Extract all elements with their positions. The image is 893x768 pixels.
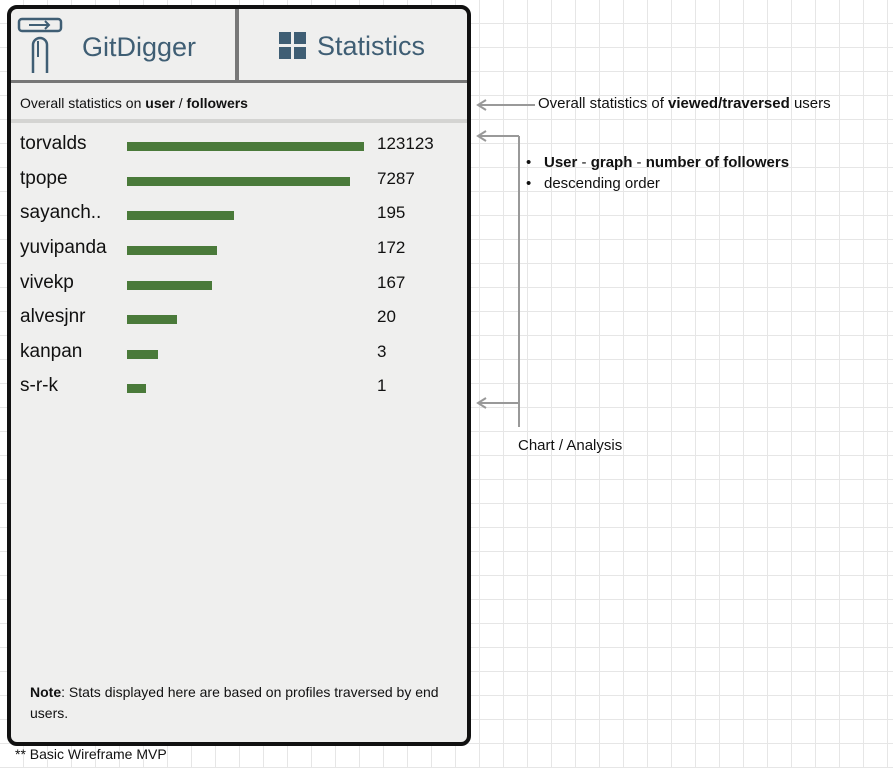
annotation-overall-prefix: Overall statistics of <box>538 95 669 112</box>
arrow-head-icon <box>476 99 487 111</box>
subtitle-prefix: Overall statistics on <box>20 95 146 111</box>
bullet-sep: - <box>632 154 646 171</box>
chart-row: s-r-k 1 <box>11 375 467 401</box>
arrow-head-icon <box>476 397 487 409</box>
logo-area[interactable]: GitDigger <box>11 9 235 80</box>
chart-bar <box>127 211 234 220</box>
footer-caption: ** Basic Wireframe MVP <box>15 746 167 762</box>
tab-statistics-label: Statistics <box>317 31 426 61</box>
bullet-followers: number of followers <box>645 154 790 171</box>
chart-bar <box>127 177 350 186</box>
subtitle-user: user <box>145 95 175 111</box>
chart-category-label: yuvipanda <box>20 237 107 258</box>
grid-icon <box>279 32 307 60</box>
app-header: GitDigger Statistics <box>11 9 467 80</box>
tab-statistics[interactable]: Statistics <box>239 9 467 80</box>
chart-category-label: kanpan <box>20 341 83 362</box>
chart-row: sayanch.. 195 <box>11 202 467 228</box>
subtitle-sep: / <box>174 95 187 111</box>
chart-row: kanpan 3 <box>11 341 467 367</box>
bullet-item: User - graph - number of followers <box>524 152 789 173</box>
chart-value-label: 167 <box>377 273 406 292</box>
bullet-item: descending order <box>524 173 789 194</box>
chart-value-label: 172 <box>377 238 406 257</box>
annotation-overall-suffix: users <box>789 95 831 112</box>
chart-bar <box>127 350 158 359</box>
chart-bar <box>127 315 177 324</box>
chart-value-label: 20 <box>377 307 396 326</box>
stats-subtitle: Overall statistics on user / followers <box>20 95 248 111</box>
bullet-sep: - <box>577 154 591 171</box>
finger-tap-icon <box>17 17 63 73</box>
header-divider <box>235 9 239 80</box>
annotation-chart: Chart / Analysis <box>518 437 623 454</box>
chart-value-label: 1 <box>377 376 387 395</box>
subtitle-separator <box>11 119 467 123</box>
chart-row: tpope 7287 <box>11 168 467 194</box>
chart-category-label: vivekp <box>20 272 74 293</box>
bullet-order: descending order <box>544 175 660 192</box>
chart-row: torvalds 123123 <box>11 133 467 159</box>
chart-bar <box>127 384 146 393</box>
note-body: : Stats displayed here are based on prof… <box>30 684 439 721</box>
chart-row: vivekp 167 <box>11 272 467 298</box>
chart-value-label: 195 <box>377 203 406 222</box>
chart-category-label: s-r-k <box>20 375 58 396</box>
subtitle-followers: followers <box>186 95 248 111</box>
app-name: GitDigger <box>82 32 197 62</box>
bullet-user: User <box>544 154 578 171</box>
bullet-graph: graph <box>590 154 633 171</box>
followers-bar-chart: torvalds 123123 tpope 7287 sayanch.. 195 yuvip… <box>11 133 467 413</box>
chart-category-label: sayanch.. <box>20 202 102 223</box>
chart-category-label: tpope <box>20 168 68 189</box>
note-text: Note: Stats displayed here are based on … <box>30 682 450 724</box>
annotation-overall-bold: viewed/traversed <box>668 95 790 112</box>
chart-value-label: 3 <box>377 342 387 361</box>
chart-value-label: 7287 <box>377 169 415 188</box>
annotation-bullets: User - graph - number of followers desce… <box>524 152 789 194</box>
chart-row: yuvipanda 172 <box>11 237 467 263</box>
annotation-overall: Overall statistics of viewed/traversed u… <box>538 95 831 112</box>
chart-row: alvesjnr 20 <box>11 306 467 332</box>
chart-value-label: 123123 <box>377 134 434 153</box>
phone-frame: GitDigger Statistics Overall statistics … <box>7 5 471 746</box>
chart-bar <box>127 142 364 151</box>
chart-bar <box>127 281 212 290</box>
arrow-head-icon <box>476 130 487 142</box>
note-label: Note <box>30 684 62 700</box>
chart-bar <box>127 246 217 255</box>
chart-category-label: alvesjnr <box>20 306 86 327</box>
chart-category-label: torvalds <box>20 133 87 154</box>
header-bottom-divider <box>11 80 467 83</box>
